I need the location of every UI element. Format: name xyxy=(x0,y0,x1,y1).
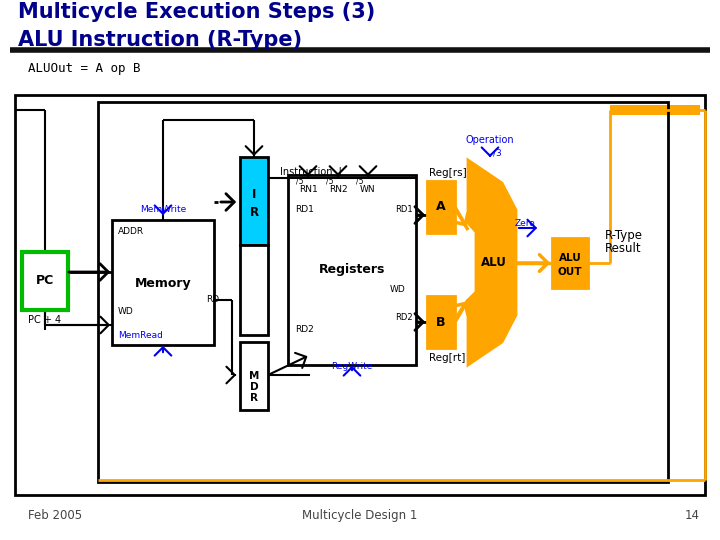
Text: Zero: Zero xyxy=(515,219,536,228)
Text: /5: /5 xyxy=(356,177,364,186)
Bar xyxy=(288,175,416,365)
Bar xyxy=(240,245,268,335)
Text: /5: /5 xyxy=(326,177,334,186)
Text: ALU: ALU xyxy=(559,253,581,263)
Text: WD: WD xyxy=(390,286,406,294)
Text: Instruction  I: Instruction I xyxy=(280,167,341,177)
Text: I: I xyxy=(252,188,256,201)
Text: MemWrite: MemWrite xyxy=(140,206,186,214)
Text: 14: 14 xyxy=(685,509,700,522)
Text: RD1: RD1 xyxy=(295,206,314,214)
Text: A: A xyxy=(436,200,446,213)
Text: WD: WD xyxy=(118,307,134,316)
Bar xyxy=(98,102,668,482)
Text: RD: RD xyxy=(206,295,219,305)
Text: WN: WN xyxy=(360,186,376,194)
Bar xyxy=(552,238,588,288)
Text: R: R xyxy=(250,393,258,403)
Text: B: B xyxy=(436,315,446,328)
Text: M: M xyxy=(249,371,259,381)
Text: Registers: Registers xyxy=(319,264,385,276)
Text: Reg[rt]: Reg[rt] xyxy=(429,353,465,363)
Polygon shape xyxy=(468,160,516,365)
Text: RD2: RD2 xyxy=(295,326,314,334)
Text: RD1: RD1 xyxy=(395,206,413,214)
Text: Multicycle Design 1: Multicycle Design 1 xyxy=(302,509,418,522)
Bar xyxy=(15,95,705,495)
Text: Result: Result xyxy=(605,242,642,255)
Bar xyxy=(427,296,455,348)
Text: R: R xyxy=(249,206,258,219)
Text: Memory: Memory xyxy=(135,276,192,289)
Text: RD2: RD2 xyxy=(395,313,413,321)
Text: Operation: Operation xyxy=(466,135,514,145)
Text: Feb 2005: Feb 2005 xyxy=(28,509,82,522)
Text: RegWrite: RegWrite xyxy=(331,362,373,371)
Bar xyxy=(22,252,68,310)
Bar xyxy=(610,105,700,115)
Text: MemRead: MemRead xyxy=(118,330,163,340)
Text: ALU Instruction (R-Type): ALU Instruction (R-Type) xyxy=(18,30,302,50)
Text: /5: /5 xyxy=(297,177,304,186)
Bar xyxy=(427,181,455,233)
Text: R-Type: R-Type xyxy=(605,230,643,242)
Text: ADDR: ADDR xyxy=(118,227,144,237)
Text: PC + 4: PC + 4 xyxy=(28,315,62,325)
Text: OUT: OUT xyxy=(558,267,582,277)
Text: Reg[rs]: Reg[rs] xyxy=(429,168,467,178)
Bar xyxy=(240,342,268,410)
Bar xyxy=(112,220,214,345)
Text: ALUOut = A op B: ALUOut = A op B xyxy=(28,62,140,75)
Bar xyxy=(240,157,268,245)
Text: Multicycle Execution Steps (3): Multicycle Execution Steps (3) xyxy=(18,2,375,22)
Text: D: D xyxy=(250,382,258,392)
Text: RN1: RN1 xyxy=(299,186,318,194)
Text: ALU: ALU xyxy=(481,256,507,269)
Text: /3: /3 xyxy=(492,148,501,157)
Text: RN2: RN2 xyxy=(329,186,347,194)
Text: PC: PC xyxy=(36,274,54,287)
